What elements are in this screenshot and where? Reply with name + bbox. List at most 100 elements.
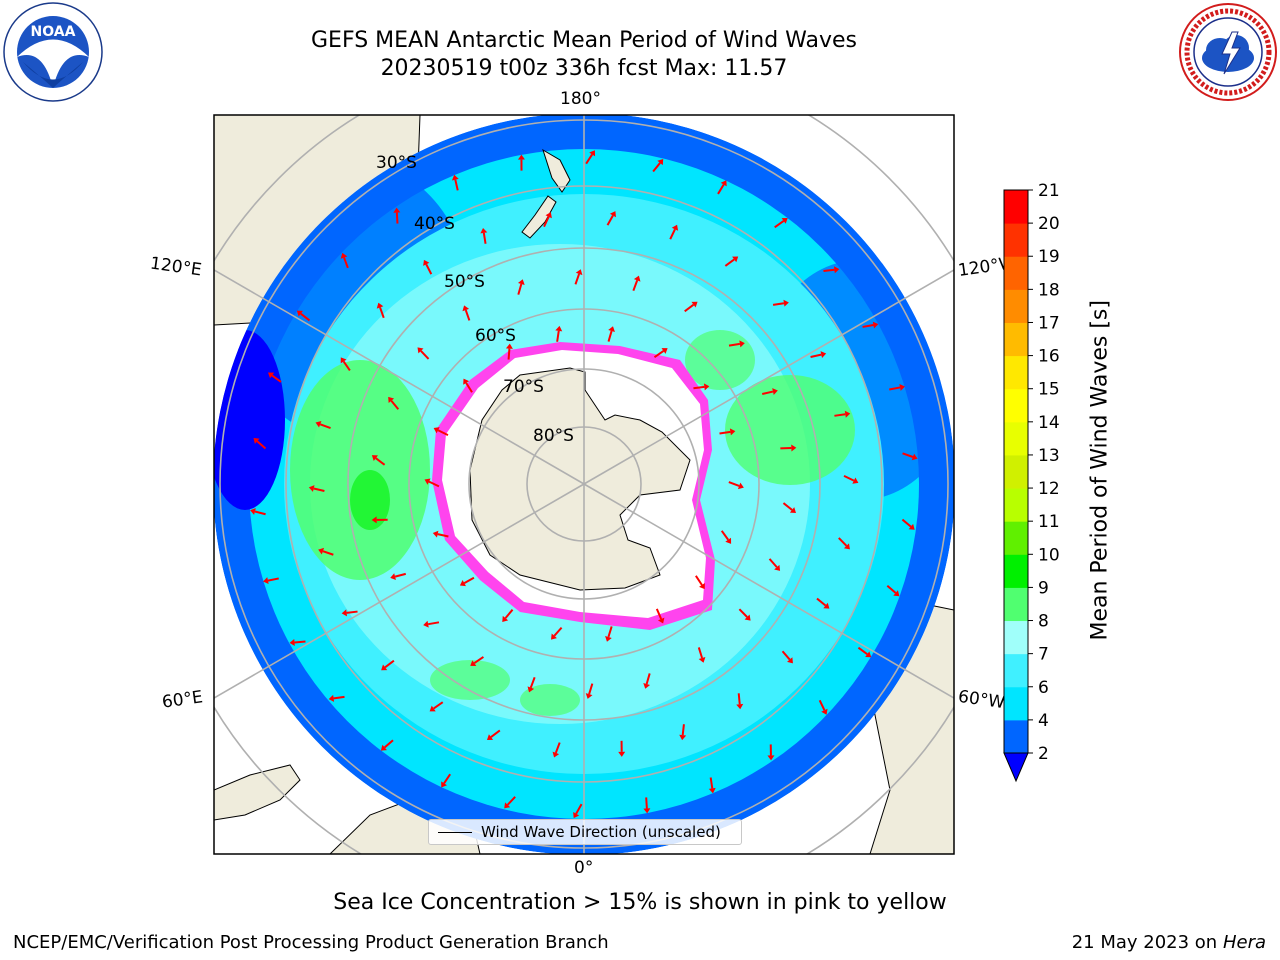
colorbar-block [1004,587,1028,622]
wave-direction-arrowhead [843,543,850,550]
wave-direction-arrowhead [573,812,580,819]
legend-label: Wind Wave Direction (unscaled) [481,823,721,841]
wave-direction-arrow [256,440,267,450]
wave-direction-arrow [697,647,704,659]
wave-direction-arrow [901,518,912,528]
lat-label-60s: 60°S [475,326,516,346]
wave-direction-arrowhead [459,580,466,587]
wave-direction-arrow [543,216,550,228]
wave-direction-arrow [774,220,785,229]
wave-direction-arrowhead [441,781,447,788]
wave-direction-arrow [781,650,791,661]
wave-direction-arrow [517,283,523,295]
wave-direction-arrowhead [657,617,665,624]
footer-date: 21 May 2023 on [1071,932,1218,953]
wave-direction-arrow [810,353,822,358]
wave-direction-arrowhead [691,301,698,308]
colorbar-tick-label: 11 [1038,512,1060,532]
wave-direction-arrowhead [432,530,439,538]
wave-direction-arrow [383,739,394,749]
wave-direction-arrow [319,423,331,430]
lat-label-50s: 50°S [444,272,485,292]
wave-direction-arrowhead [633,275,641,282]
wave-direction-arrow [425,263,433,275]
lat-label-80s: 80°S [533,426,574,446]
wave-direction-arrow [857,646,868,656]
wave-direction-arrowhead [423,259,430,266]
wave-direction-arrowhead [699,583,705,590]
nws-logo [1178,2,1278,102]
wave-direction-arrowhead [872,321,879,329]
wave-direction-arrow [588,683,594,695]
colorbar-tick-label: 10 [1038,545,1060,565]
wave-direction-arrow [606,215,614,226]
map-frame [213,114,955,855]
wave-direction-arrow [463,576,475,584]
wave-direction-arrow [738,608,748,618]
wave-direction-arrowhead [429,705,436,712]
noaa-logo-icon: NOAA [3,2,103,102]
wave-direction-arrow [420,350,430,360]
wave-direction-arrowhead [589,150,596,157]
colorbar-block [1004,454,1028,489]
map-panel: 30°S 40°S 50°S 60°S 70°S 80°S 180° 0° 12… [149,89,1017,878]
wave-direction-arrow [254,510,266,516]
sea-ice-caption-text: Sea Ice Concentration > 15% is shown in … [333,890,947,915]
wave-direction-arrowhead [315,420,322,428]
colorbar-block [1004,223,1028,257]
wave-direction-arrow [395,212,399,224]
wave-direction-arrowhead [720,180,727,187]
wave-direction-arrow [816,597,827,607]
meridian-120e [214,269,585,485]
wave-direction-arrow [772,302,785,306]
wave-direction-arrowhead [781,218,788,224]
wave-direction-arrow [443,773,452,784]
chart-subtitle: 20230519 t00z 336h fcst Max: 11.57 [380,56,788,81]
noaa-logo: NOAA [3,2,103,102]
wave-direction-arrowhead [417,347,424,354]
wave-direction-arrowhead [657,159,664,166]
colorbar-tick-label: 12 [1038,479,1060,499]
colorbar-block [1004,256,1028,290]
wind-wave-arrows [250,150,918,819]
wave-direction-arrow [465,382,473,393]
wave-direction-arrow [556,330,560,342]
wave-direction-arrow [507,348,511,360]
wave-direction-arrowhead [462,305,470,312]
colorbar-tick-label: 16 [1038,347,1060,367]
wave-direction-arrowhead [388,396,395,403]
colorbar: 2 4 6 7 8 9 10 11 12 13 14 15 16 17 18 19 20 21 [1003,181,1060,783]
wave-direction-arrow [695,575,703,586]
colorbar-tick-label: 13 [1038,446,1060,466]
legend-line-swatch [438,831,472,833]
wave-direction-arrowhead [823,602,830,609]
wave-direction-arrowhead [725,537,732,544]
lat-label-70s: 70°S [503,377,544,397]
wave-direction-arrowhead [340,252,348,259]
colorbar-block [1004,355,1028,390]
wave-direction-arrowhead [263,577,269,585]
wave-direction-arrowhead [527,686,535,693]
wave-direction-arrow [681,724,685,736]
wave-direction-arrowhead [893,590,900,597]
wave-direction-arrow [394,572,406,578]
colorbar-tick-label: 15 [1038,380,1060,400]
wave-direction-arrowhead [433,427,440,434]
wave-direction-arrowhead [504,802,511,809]
africa-land [214,764,301,821]
footer-right: 21 May 2023 on Hera [1072,932,1266,953]
wave-direction-arrowhead [545,212,552,219]
wave-direction-arrow [384,659,395,669]
wave-direction-arrowhead [253,437,260,444]
wave-direction-arrowhead [739,340,745,348]
wave-direction-arrow [437,429,449,437]
wave-direction-arrow [607,626,613,638]
wave-direction-arrow [684,303,695,313]
wave-direction-arrow [342,360,351,372]
colorbar-block [1004,521,1028,555]
wave-direction-arrow [862,324,874,328]
wave-direction-arrow [886,584,897,594]
wave-direction-arrow [375,457,386,466]
wave-direction-arrowhead [737,482,744,490]
footer-machine: Hera [1222,932,1266,953]
